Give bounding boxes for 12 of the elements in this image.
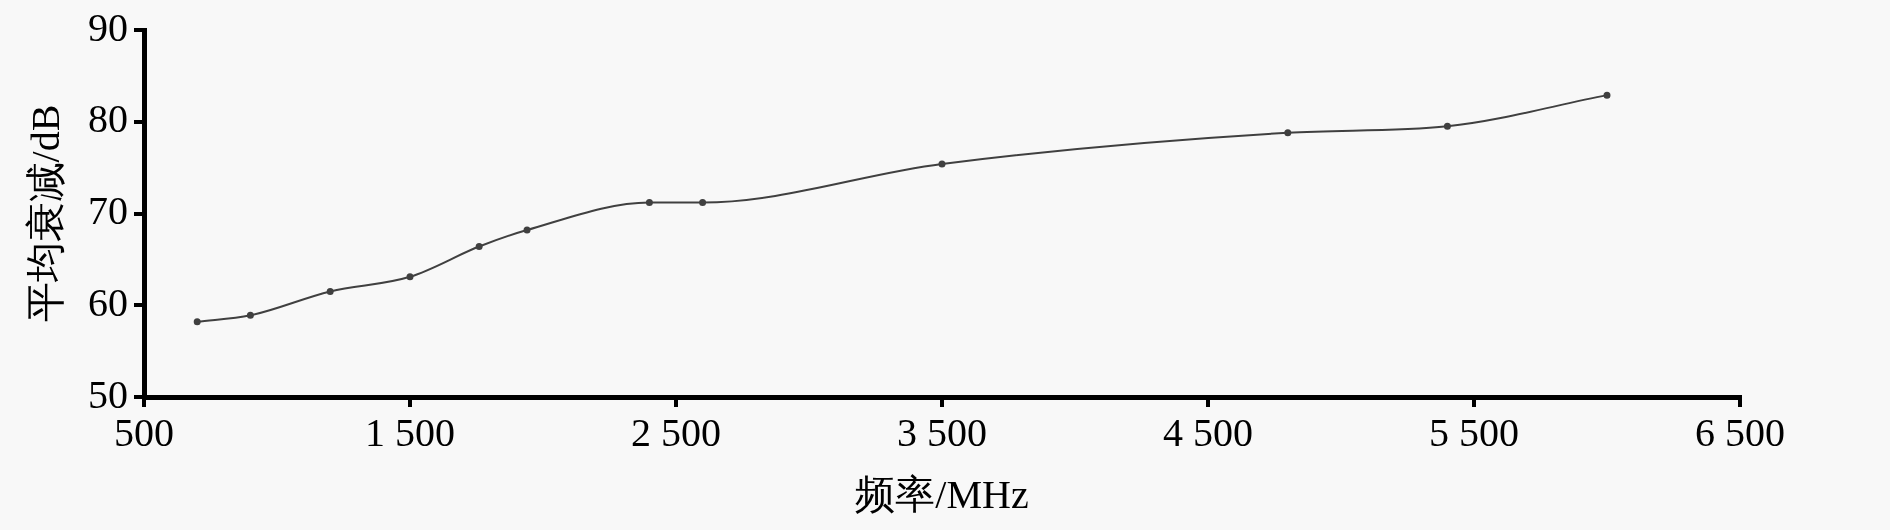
x-tick-label: 6 500 — [1695, 409, 1785, 455]
x-tick-label: 1 500 — [365, 409, 455, 455]
y-tick-label: 70 — [88, 188, 128, 233]
y-tick-label: 80 — [88, 96, 128, 142]
y-tick-label: 60 — [88, 279, 128, 325]
x-tick-label: 2 500 — [631, 409, 721, 455]
y-axis-title: 平均衰减/dB — [22, 104, 68, 323]
x-axis-title: 频率/MHz — [855, 471, 1029, 517]
y-tick-label: 90 — [88, 4, 128, 50]
x-tick-label: 3 500 — [897, 409, 987, 455]
x-tick-label: 5 500 — [1429, 409, 1519, 455]
x-tick-label: 4 500 — [1163, 409, 1253, 455]
